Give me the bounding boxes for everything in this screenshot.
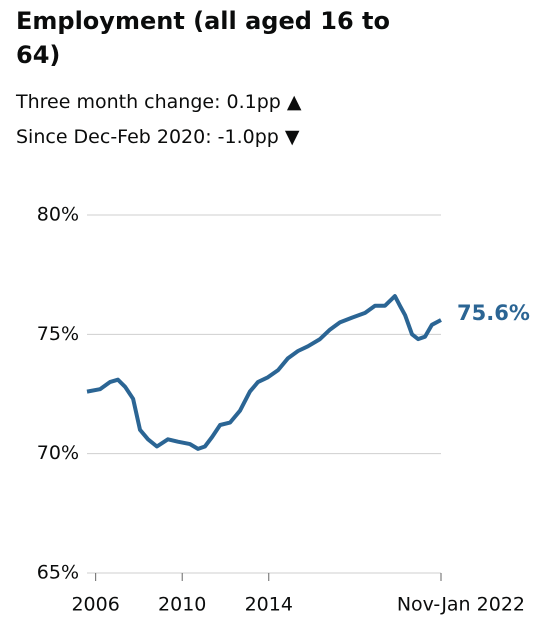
y-tick-label: 70% <box>37 442 79 464</box>
annotation: Three month change: 0.1pp ▲ <box>16 91 302 113</box>
annotation: Since Dec-Feb 2020: -1.0pp ▼ <box>16 126 300 148</box>
y-tick-label: 80% <box>37 204 79 226</box>
y-tick-label: 75% <box>37 323 79 345</box>
x-tick-label: 2010 <box>158 594 206 616</box>
y-tick-label: 65% <box>37 562 79 584</box>
value-label: 75.6% <box>457 301 530 325</box>
line <box>86 294 442 451</box>
x-tick-label: Nov-Jan 2022 <box>397 594 525 616</box>
x-tick-label: 2006 <box>71 594 119 616</box>
x-tick-label: 2014 <box>245 594 293 616</box>
chart-title: Employment (all aged 16 to 64) <box>16 7 391 69</box>
